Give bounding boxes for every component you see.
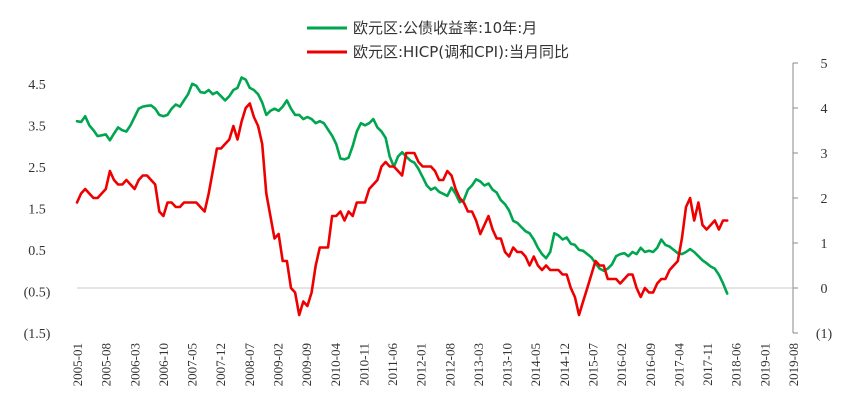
x-tick-label: 2009-09 (299, 343, 314, 386)
x-tick-label: 2019-08 (786, 343, 801, 386)
x-tick-label: 2012-01 (414, 343, 429, 386)
left-y-axis: 4.5 3.5 2.5 1.5 0.5 (0.5) (1.5) (24, 78, 51, 342)
series-layer (75, 76, 793, 317)
x-axis: 2005-01 2005-08 2006-03 2006-10 2007-05 2007-… (70, 343, 801, 387)
x-tick-label: 2005-01 (70, 343, 85, 386)
legend-label-2: 欧元区:HICP(调和CPI):当月同比 (353, 43, 569, 61)
x-tick-label: 2011-06 (385, 343, 400, 386)
right-tick-label: (1) (816, 327, 833, 342)
x-tick-label: 2015-07 (586, 343, 601, 387)
x-tick-label: 2009-02 (270, 343, 285, 386)
right-tick-label: 1 (821, 237, 828, 252)
x-tick-label: 2016-09 (643, 343, 658, 386)
left-tick-label: 0.5 (28, 244, 46, 259)
x-tick-label: 2007-12 (213, 343, 228, 386)
x-tick-label: 2006-10 (156, 343, 171, 386)
left-tick-label: 2.5 (28, 161, 46, 176)
x-tick-label: 2013-03 (471, 343, 486, 386)
x-tick-label: 2006-03 (127, 343, 142, 386)
x-tick-label: 2017-04 (671, 343, 686, 387)
x-tick-label: 2012-08 (442, 343, 457, 386)
x-tick-label: 2019-01 (757, 343, 772, 386)
x-tick-label: 2007-05 (185, 343, 200, 386)
right-tick-label: 4 (821, 102, 828, 117)
left-tick-label: 3.5 (28, 119, 46, 134)
right-tick-label: 2 (821, 192, 828, 207)
right-y-axis: 5 4 3 2 1 0 (1) (792, 57, 833, 342)
x-tick-label: 2013-10 (500, 343, 515, 386)
x-tick-label: 2008-07 (242, 343, 257, 387)
left-tick-label: 1.5 (28, 202, 46, 217)
bond-yield-10y-line (75, 76, 729, 295)
x-tick-label: 2005-08 (99, 343, 114, 386)
left-tick-label: (1.5) (24, 327, 51, 342)
right-tick-label: 0 (821, 282, 828, 297)
x-tick-label: 2014-05 (528, 343, 543, 386)
left-tick-label: (0.5) (24, 285, 51, 300)
x-tick-label: 2010-04 (328, 343, 343, 387)
x-tick-label: 2010-11 (356, 343, 371, 386)
x-tick-label: 2016-02 (614, 343, 629, 386)
x-tick-label: 2014-12 (557, 343, 572, 386)
legend-label-1: 欧元区:公债收益率:10年:月 (353, 19, 537, 37)
right-tick-label: 3 (821, 147, 828, 162)
hicp-yoy-line (75, 102, 729, 317)
right-tick-label: 5 (821, 57, 828, 72)
x-tick-label: 2017-11 (700, 343, 715, 386)
left-tick-label: 4.5 (28, 78, 46, 93)
x-tick-label: 2018-06 (729, 343, 744, 387)
